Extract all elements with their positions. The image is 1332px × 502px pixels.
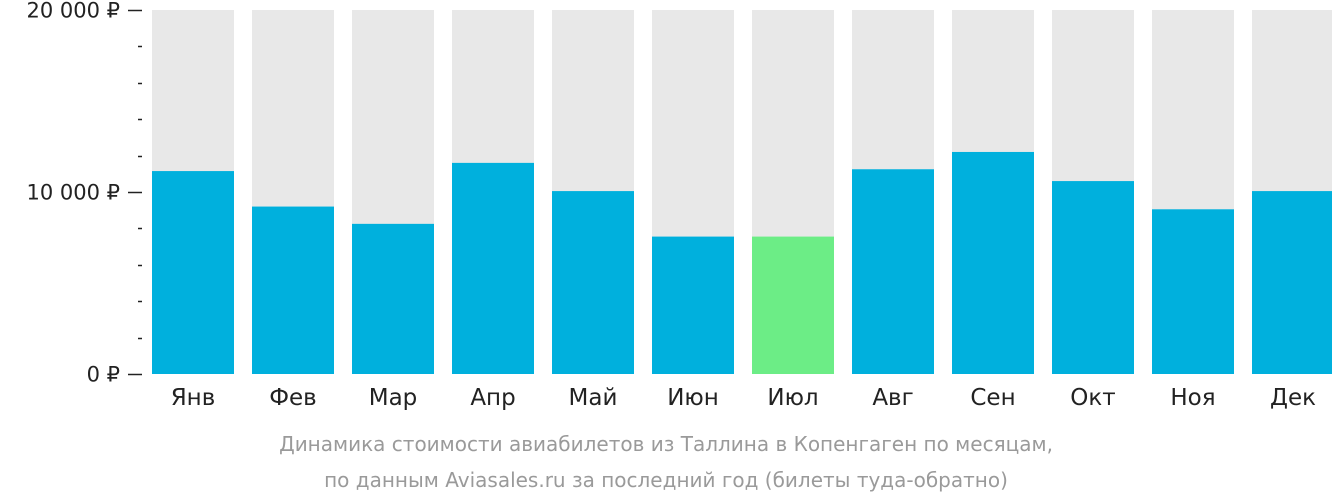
x-tick-label: Мар xyxy=(369,385,418,411)
bar-12[interactable] xyxy=(1252,191,1332,374)
y-tick-label: 0 ₽ xyxy=(87,363,120,387)
x-tick-label: Янв xyxy=(171,385,216,411)
bar-8[interactable] xyxy=(852,169,934,374)
x-tick-label: Фев xyxy=(269,385,317,411)
bar-2[interactable] xyxy=(252,206,334,374)
x-tick-label: Дек xyxy=(1270,385,1316,411)
bar-3[interactable] xyxy=(352,223,434,374)
bars xyxy=(152,10,1332,374)
x-tick-label: Июл xyxy=(767,385,818,411)
x-tick-label: Ноя xyxy=(1170,385,1215,411)
bar-9[interactable] xyxy=(952,151,1034,374)
x-tick-label: Июн xyxy=(667,385,719,411)
x-tick-label: Авг xyxy=(872,385,913,411)
chart-caption-line-1: Динамика стоимости авиабилетов из Таллин… xyxy=(279,432,1053,456)
x-tick-label: Сен xyxy=(970,385,1015,411)
x-tick-label: Май xyxy=(569,385,618,411)
x-tick-label: Апр xyxy=(470,385,515,411)
bar-11[interactable] xyxy=(1152,209,1234,374)
x-tick-label: Окт xyxy=(1070,385,1115,411)
y-tick-label: 10 000 ₽ xyxy=(26,181,120,205)
chart-caption-line-2: по данным Aviasales.ru за последний год … xyxy=(324,468,1008,492)
y-axis: 0 ₽ 10 000 ₽ 20 000 ₽ xyxy=(26,0,142,387)
bar-6[interactable] xyxy=(652,236,734,374)
bar-1[interactable] xyxy=(152,171,234,374)
bar-5[interactable] xyxy=(552,191,634,374)
bar-10[interactable] xyxy=(1052,181,1134,374)
bar-7[interactable] xyxy=(752,236,834,374)
bar-4[interactable] xyxy=(452,162,534,374)
y-tick-label: 20 000 ₽ xyxy=(26,0,120,23)
x-axis-labels: Янв Фев Мар Апр Май Июн Июл Авг Сен Окт Ноя Дек xyxy=(171,385,1316,411)
